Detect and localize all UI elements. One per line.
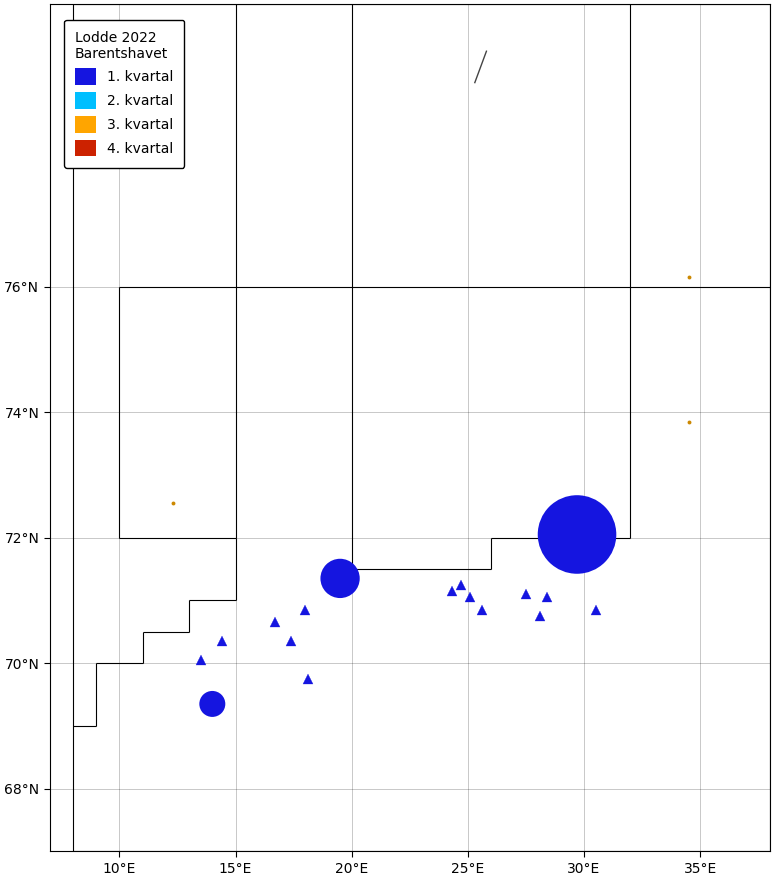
Legend: 1. kvartal, 2. kvartal, 3. kvartal, 4. kvartal: 1. kvartal, 2. kvartal, 3. kvartal, 4. k… (63, 19, 184, 167)
Point (334, 571, 346, 585)
Point (206, 697, 218, 711)
Point (571, 527, 584, 541)
